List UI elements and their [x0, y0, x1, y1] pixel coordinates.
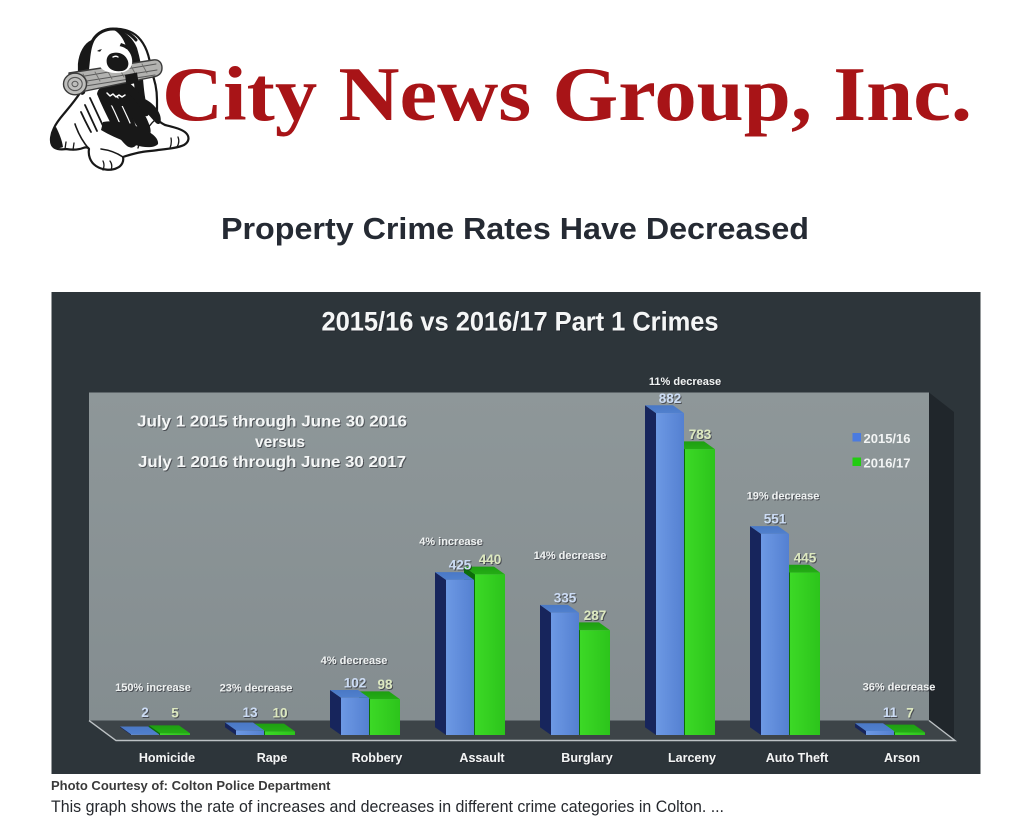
svg-text:2: 2	[141, 705, 149, 720]
svg-text:551: 551	[764, 512, 787, 527]
svg-text:Photo Courtesy of: Colton Poli: Photo Courtesy of: Colton Police Departm…	[51, 778, 331, 793]
svg-text:23% decrease: 23% decrease	[220, 683, 293, 695]
svg-text:14% decrease: 14% decrease	[534, 550, 607, 562]
svg-text:Rape: Rape	[257, 751, 288, 765]
svg-text:287: 287	[584, 608, 607, 623]
svg-text:Homicide: Homicide	[139, 751, 195, 765]
svg-text:13: 13	[242, 705, 258, 720]
svg-text:445: 445	[794, 550, 817, 565]
svg-text:150% increase: 150% increase	[115, 682, 191, 694]
svg-text:102: 102	[344, 676, 367, 691]
svg-text:36% decrease: 36% decrease	[863, 682, 936, 694]
svg-text:City News Group, Inc.: City News Group, Inc.	[162, 51, 972, 137]
svg-text:Property Crime Rates Have Decr: Property Crime Rates Have Decreased	[221, 211, 809, 246]
svg-text:Arson: Arson	[884, 751, 920, 765]
svg-text:5: 5	[171, 706, 179, 721]
svg-text:Robbery: Robbery	[352, 751, 403, 765]
svg-text:July 1 2016 through June 30 20: July 1 2016 through June 30 2017	[138, 454, 406, 471]
svg-text:2015/16 vs 2016/17 Part 1 Crim: 2015/16 vs 2016/17 Part 1 Crimes	[322, 307, 719, 337]
svg-text:July 1 2015 through June 30 20: July 1 2015 through June 30 2016	[137, 414, 407, 431]
svg-text:2016/17: 2016/17	[864, 456, 911, 471]
svg-text:Auto Theft: Auto Theft	[766, 751, 829, 765]
svg-text:425: 425	[449, 558, 472, 573]
svg-text:335: 335	[554, 590, 577, 605]
svg-text:11: 11	[883, 705, 898, 720]
svg-text:2015/16: 2015/16	[864, 431, 911, 446]
svg-text:Burglary: Burglary	[561, 751, 612, 765]
svg-text:versus: versus	[255, 434, 305, 451]
svg-text:783: 783	[689, 427, 712, 442]
svg-text:882: 882	[659, 391, 682, 406]
svg-text:4% decrease: 4% decrease	[321, 655, 388, 667]
svg-text:This graph shows the rate of i: This graph shows the rate of increases a…	[51, 798, 724, 816]
svg-text:4% increase: 4% increase	[419, 536, 483, 548]
svg-text:98: 98	[377, 677, 393, 692]
svg-text:10: 10	[272, 706, 287, 721]
svg-text:11% decrease: 11% decrease	[649, 376, 721, 388]
svg-text:7: 7	[906, 706, 914, 721]
svg-text:440: 440	[479, 552, 502, 567]
svg-text:Larceny: Larceny	[668, 751, 716, 765]
svg-text:19% decrease: 19% decrease	[747, 491, 820, 503]
svg-text:Assault: Assault	[459, 751, 505, 765]
